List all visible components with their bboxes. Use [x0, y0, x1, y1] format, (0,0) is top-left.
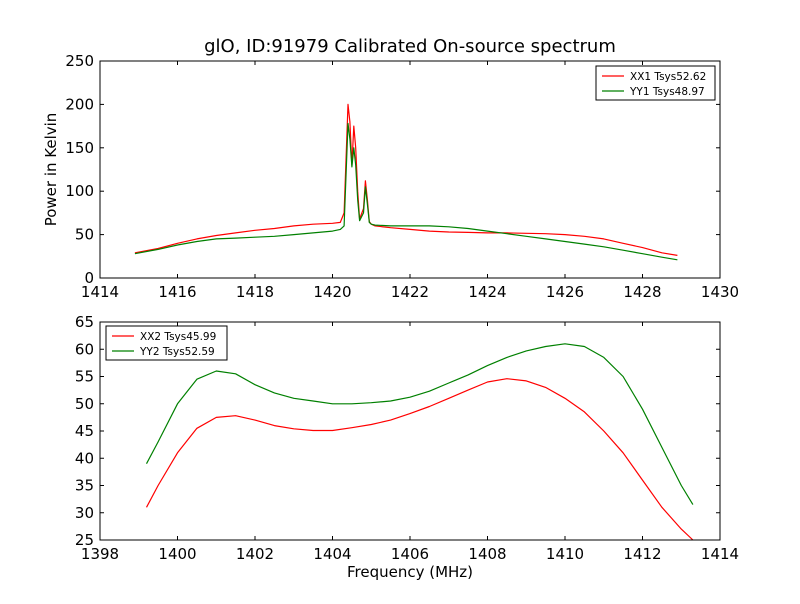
x-tick-label: 1418 — [236, 283, 274, 301]
y-tick-label: 40 — [75, 449, 94, 467]
series-line-2-2 — [145, 343, 694, 505]
legend-label: YY1 Tsys48.97 — [629, 86, 705, 98]
x-tick-label: 1410 — [546, 545, 584, 563]
y-tick-label: 30 — [75, 504, 94, 522]
y-tick-label: 250 — [65, 52, 94, 70]
legend-label: XX1 Tsys52.62 — [630, 71, 706, 83]
x-tick-label: 1398 — [81, 545, 119, 563]
figure-title: glO, ID:91979 Calibrated On-source spect… — [204, 36, 616, 57]
y-tick-label: 45 — [75, 422, 94, 440]
y-tick-label: 200 — [65, 95, 94, 113]
x-tick-label: 1414 — [81, 283, 119, 301]
plot-1: 1414 1416 1418 1420 1422 1424 1426 1428 1430 0 50 1… — [42, 52, 739, 301]
y-axis-label: Power in Kelvin — [42, 113, 60, 227]
plot-2: 1398 1400 1402 1404 1406 1408 1410 1412 1414 25 30… — [75, 313, 739, 581]
series-line-1-2 — [134, 122, 678, 261]
y-tick-label: 55 — [75, 368, 94, 386]
y-tick-label: 35 — [75, 477, 94, 495]
legend-label: XX2 Tsys45.99 — [140, 331, 216, 343]
y-tick-label: 150 — [65, 139, 94, 157]
series-line-2-1 — [145, 378, 694, 541]
y-tick-label: 0 — [84, 269, 94, 287]
x-tick-label: 1400 — [158, 545, 196, 563]
x-tick-label: 1414 — [701, 545, 739, 563]
x-tick-label: 1408 — [468, 545, 506, 563]
x-tick-label: 1420 — [313, 283, 351, 301]
y-tick-label: 60 — [75, 340, 94, 358]
x-tick-label: 1422 — [391, 283, 429, 301]
y-tick-label: 50 — [75, 395, 94, 413]
x-tick-label: 1428 — [623, 283, 661, 301]
x-tick-label: 1430 — [701, 283, 739, 301]
y-tick-label: 100 — [65, 182, 94, 200]
x-tick-label: 1424 — [468, 283, 506, 301]
y-tick-label: 50 — [75, 226, 94, 244]
x-tick-label: 1426 — [546, 283, 584, 301]
legend-box — [105, 325, 228, 361]
legend-label: YY2 Tsys52.59 — [139, 346, 215, 358]
x-tick-label: 1406 — [391, 545, 429, 563]
y-tick-label: 25 — [75, 531, 94, 549]
x-tick-label: 1402 — [236, 545, 274, 563]
x-tick-label: 1416 — [158, 283, 196, 301]
legend-1: XX1 Tsys52.62 YY1 Tsys48.97 — [595, 65, 716, 101]
legend-2: XX2 Tsys45.99 YY2 Tsys52.59 — [105, 325, 228, 361]
x-tick-label: 1412 — [623, 545, 661, 563]
y-tick-label: 65 — [75, 313, 94, 331]
legend-box — [595, 65, 716, 101]
x-tick-label: 1404 — [313, 545, 351, 563]
x-axis-label: Frequency (MHz) — [347, 563, 473, 581]
